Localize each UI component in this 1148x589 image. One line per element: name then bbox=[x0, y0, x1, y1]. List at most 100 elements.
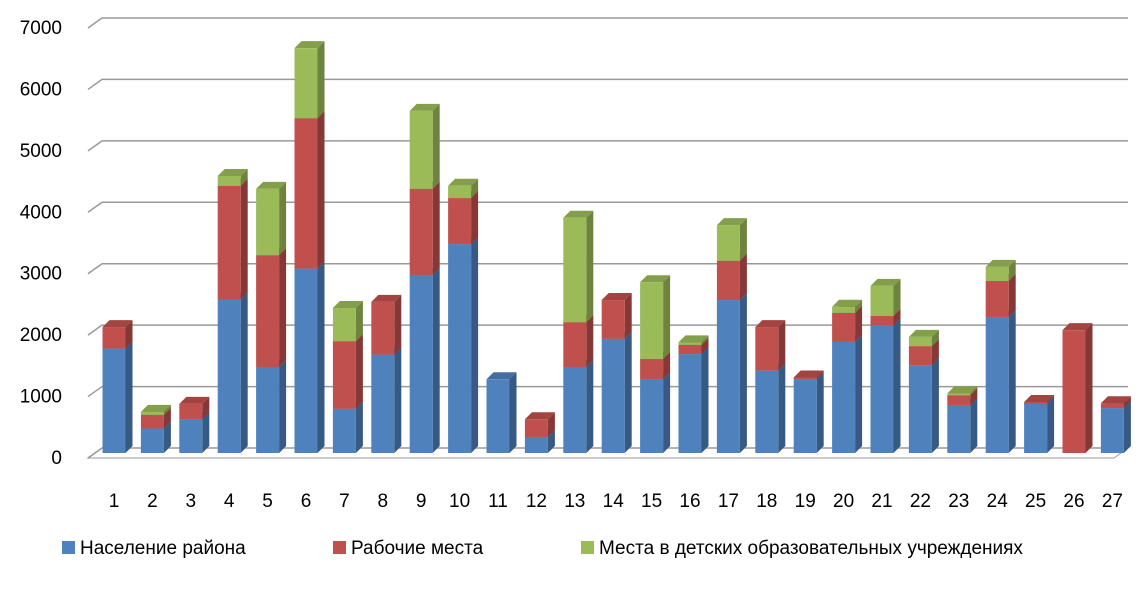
bar bbox=[294, 268, 318, 453]
bar bbox=[985, 317, 1009, 453]
bar-side bbox=[1008, 259, 1016, 281]
bar bbox=[870, 316, 894, 326]
bar-top bbox=[1024, 395, 1055, 403]
bar bbox=[217, 185, 241, 300]
y-tick-label: 6000 bbox=[20, 79, 62, 100]
bar bbox=[563, 322, 587, 367]
y-tick-label: 7000 bbox=[20, 18, 62, 39]
bar-side bbox=[663, 275, 671, 360]
bar-side bbox=[240, 178, 248, 300]
bar-side bbox=[432, 181, 440, 275]
bar bbox=[448, 185, 472, 199]
bar-side bbox=[1008, 274, 1016, 318]
bar-top bbox=[908, 329, 939, 337]
bar-top bbox=[793, 370, 824, 378]
bar-side bbox=[471, 191, 479, 245]
bar-top bbox=[870, 278, 901, 286]
bar-side bbox=[202, 412, 210, 453]
bar bbox=[985, 266, 1009, 281]
bar-top bbox=[524, 412, 555, 420]
bar bbox=[524, 437, 548, 453]
bar bbox=[179, 403, 203, 420]
bar bbox=[332, 408, 356, 453]
x-tick-label: 13 bbox=[564, 491, 585, 512]
bar-side bbox=[816, 372, 824, 453]
x-tick-label: 20 bbox=[833, 491, 854, 512]
bar bbox=[256, 367, 280, 453]
bar-side bbox=[586, 360, 594, 453]
bar bbox=[947, 395, 971, 406]
bar-top bbox=[371, 294, 402, 302]
grid-line bbox=[87, 262, 1128, 275]
bar bbox=[755, 370, 779, 453]
bar-side bbox=[970, 386, 978, 396]
bar-side bbox=[931, 358, 939, 453]
grid-line bbox=[87, 201, 1128, 213]
bar-side bbox=[1123, 401, 1131, 453]
bar bbox=[947, 405, 971, 453]
bar bbox=[409, 274, 433, 453]
grid-line bbox=[87, 78, 1128, 91]
bar bbox=[217, 175, 241, 186]
x-tick-label: 9 bbox=[416, 491, 427, 512]
y-tick-label: 2000 bbox=[20, 325, 62, 346]
bar-side bbox=[663, 372, 671, 453]
bar-top bbox=[563, 210, 594, 218]
bar-top bbox=[640, 275, 671, 283]
bar-side bbox=[701, 337, 709, 355]
bar-side bbox=[317, 41, 325, 119]
bar-side bbox=[624, 293, 632, 339]
bar-side bbox=[893, 278, 901, 317]
bar-side bbox=[163, 407, 171, 429]
bar-top bbox=[102, 320, 133, 328]
bar-top bbox=[179, 396, 210, 404]
legend-swatch bbox=[333, 541, 346, 554]
bar-side bbox=[1123, 396, 1131, 409]
bar bbox=[332, 308, 356, 342]
bar bbox=[448, 198, 472, 245]
x-tick-label: 16 bbox=[679, 491, 700, 512]
bar-side bbox=[471, 237, 479, 453]
legend-label: Рабочие места bbox=[351, 538, 484, 559]
legend-swatch bbox=[62, 541, 75, 554]
bar bbox=[256, 188, 280, 256]
x-tick-label: 21 bbox=[871, 491, 892, 512]
bar-side bbox=[778, 363, 786, 453]
bar-side bbox=[394, 294, 402, 355]
x-tick-label: 7 bbox=[339, 491, 350, 512]
bar bbox=[1024, 403, 1048, 453]
y-tick-label: 5000 bbox=[20, 141, 62, 162]
bar bbox=[371, 301, 395, 355]
y-tick-label: 1000 bbox=[20, 387, 62, 408]
bar-side bbox=[739, 253, 747, 301]
x-tick-label: 8 bbox=[378, 491, 389, 512]
bar bbox=[102, 348, 126, 453]
bar-side bbox=[547, 430, 555, 453]
x-tick-label: 26 bbox=[1063, 491, 1084, 512]
bar bbox=[563, 217, 587, 323]
x-tick-label: 4 bbox=[224, 491, 235, 512]
bar-top bbox=[716, 218, 747, 226]
grid-line bbox=[87, 17, 1128, 29]
bar bbox=[640, 379, 664, 453]
x-tick-label: 25 bbox=[1025, 491, 1046, 512]
bar-side bbox=[279, 248, 287, 367]
bar bbox=[640, 282, 664, 360]
bar-side bbox=[855, 334, 863, 453]
bar-side bbox=[355, 301, 363, 342]
bar-side bbox=[816, 370, 824, 380]
bar bbox=[601, 338, 625, 453]
bar bbox=[140, 411, 164, 415]
y-tick-label: 0 bbox=[51, 448, 62, 469]
bar-side bbox=[1008, 310, 1016, 453]
x-tick-label: 5 bbox=[262, 491, 273, 512]
y-tick-label: 3000 bbox=[20, 264, 62, 285]
y-tick-label: 4000 bbox=[20, 202, 62, 223]
bar bbox=[793, 379, 817, 453]
bar-side bbox=[778, 320, 786, 371]
bar bbox=[601, 300, 625, 339]
bar-side bbox=[1047, 395, 1055, 404]
bar bbox=[1100, 403, 1124, 409]
bar-side bbox=[125, 341, 133, 453]
bar bbox=[486, 379, 510, 453]
